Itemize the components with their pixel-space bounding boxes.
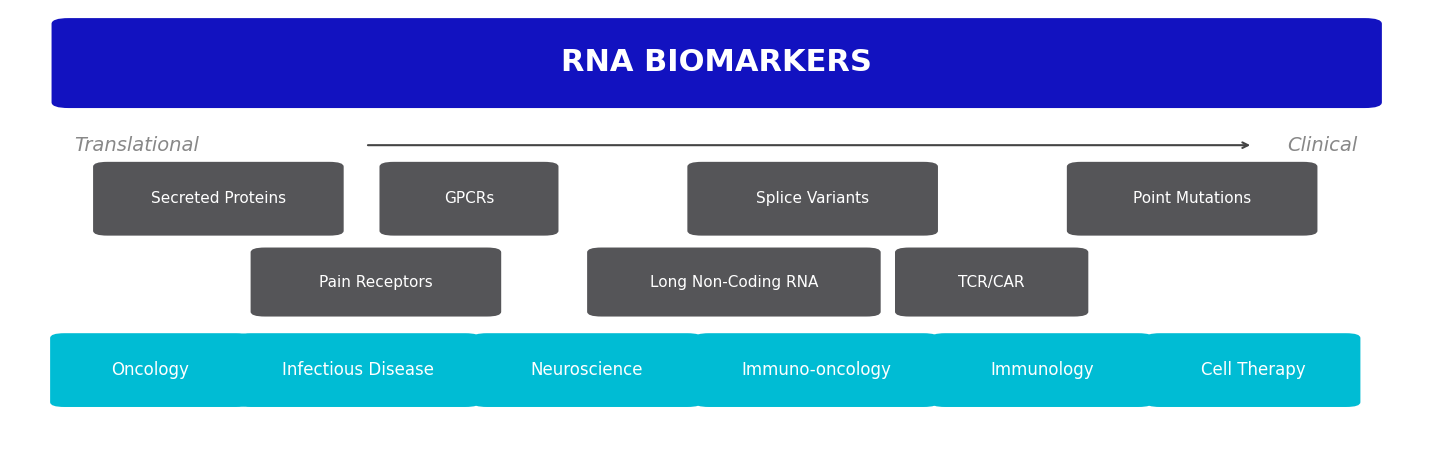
- Text: GPCRs: GPCRs: [444, 191, 494, 206]
- Text: Immuno-oncology: Immuno-oncology: [742, 361, 891, 379]
- FancyBboxPatch shape: [93, 162, 344, 236]
- FancyBboxPatch shape: [379, 162, 558, 236]
- FancyBboxPatch shape: [895, 248, 1088, 317]
- Text: Cell Therapy: Cell Therapy: [1200, 361, 1306, 379]
- FancyBboxPatch shape: [251, 248, 501, 317]
- Text: Long Non-Coding RNA: Long Non-Coding RNA: [650, 275, 818, 289]
- Text: Clinical: Clinical: [1287, 136, 1358, 155]
- Text: TCR/CAR: TCR/CAR: [958, 275, 1025, 289]
- FancyBboxPatch shape: [52, 18, 1382, 108]
- Text: Immunology: Immunology: [990, 361, 1094, 379]
- FancyBboxPatch shape: [236, 333, 480, 407]
- FancyBboxPatch shape: [687, 162, 938, 236]
- FancyBboxPatch shape: [695, 333, 938, 407]
- FancyBboxPatch shape: [1146, 333, 1360, 407]
- Text: Splice Variants: Splice Variants: [756, 191, 869, 206]
- Text: RNA BIOMARKERS: RNA BIOMARKERS: [560, 49, 872, 77]
- Text: Translational: Translational: [74, 136, 199, 155]
- FancyBboxPatch shape: [473, 333, 702, 407]
- Text: Oncology: Oncology: [112, 361, 189, 379]
- Text: Infectious Disease: Infectious Disease: [282, 361, 434, 379]
- Text: Neuroscience: Neuroscience: [531, 361, 643, 379]
- FancyBboxPatch shape: [50, 333, 251, 407]
- Text: Pain Receptors: Pain Receptors: [319, 275, 432, 289]
- FancyBboxPatch shape: [587, 248, 881, 317]
- Text: Point Mutations: Point Mutations: [1133, 191, 1252, 206]
- FancyBboxPatch shape: [1067, 162, 1317, 236]
- Text: Secreted Proteins: Secreted Proteins: [150, 191, 286, 206]
- FancyBboxPatch shape: [931, 333, 1153, 407]
